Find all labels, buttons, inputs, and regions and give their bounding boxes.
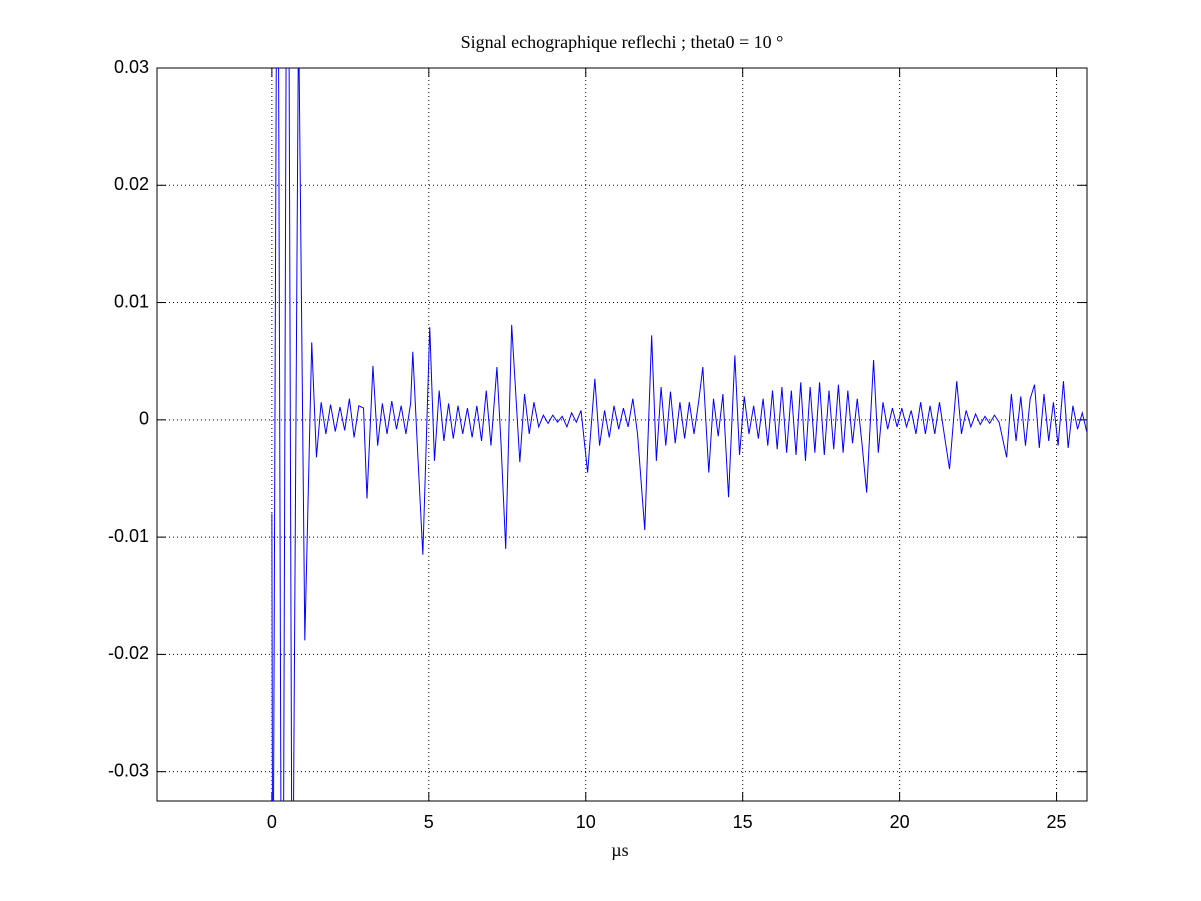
x-tick-label: 20 bbox=[890, 812, 910, 832]
signal-line bbox=[271, 68, 1087, 801]
y-tick-label: 0.03 bbox=[114, 57, 149, 77]
x-tick-label: 25 bbox=[1047, 812, 1067, 832]
x-axis-label: µs bbox=[611, 840, 628, 860]
x-tick-label: 5 bbox=[424, 812, 434, 832]
y-tick-label: -0.03 bbox=[108, 760, 149, 780]
chart-title: Signal echographique reflechi ; theta0 =… bbox=[461, 32, 784, 52]
x-tick-label: 15 bbox=[733, 812, 753, 832]
y-tick-label: -0.01 bbox=[108, 526, 149, 546]
y-tick-label: 0.01 bbox=[114, 291, 149, 311]
x-tick-label: 10 bbox=[576, 812, 596, 832]
y-tick-label: -0.02 bbox=[108, 643, 149, 663]
y-tick-label: 0 bbox=[139, 409, 149, 429]
plot-frame bbox=[156, 67, 1088, 802]
y-tick-label: 0.02 bbox=[114, 174, 149, 194]
x-tick-label: 0 bbox=[267, 812, 277, 832]
